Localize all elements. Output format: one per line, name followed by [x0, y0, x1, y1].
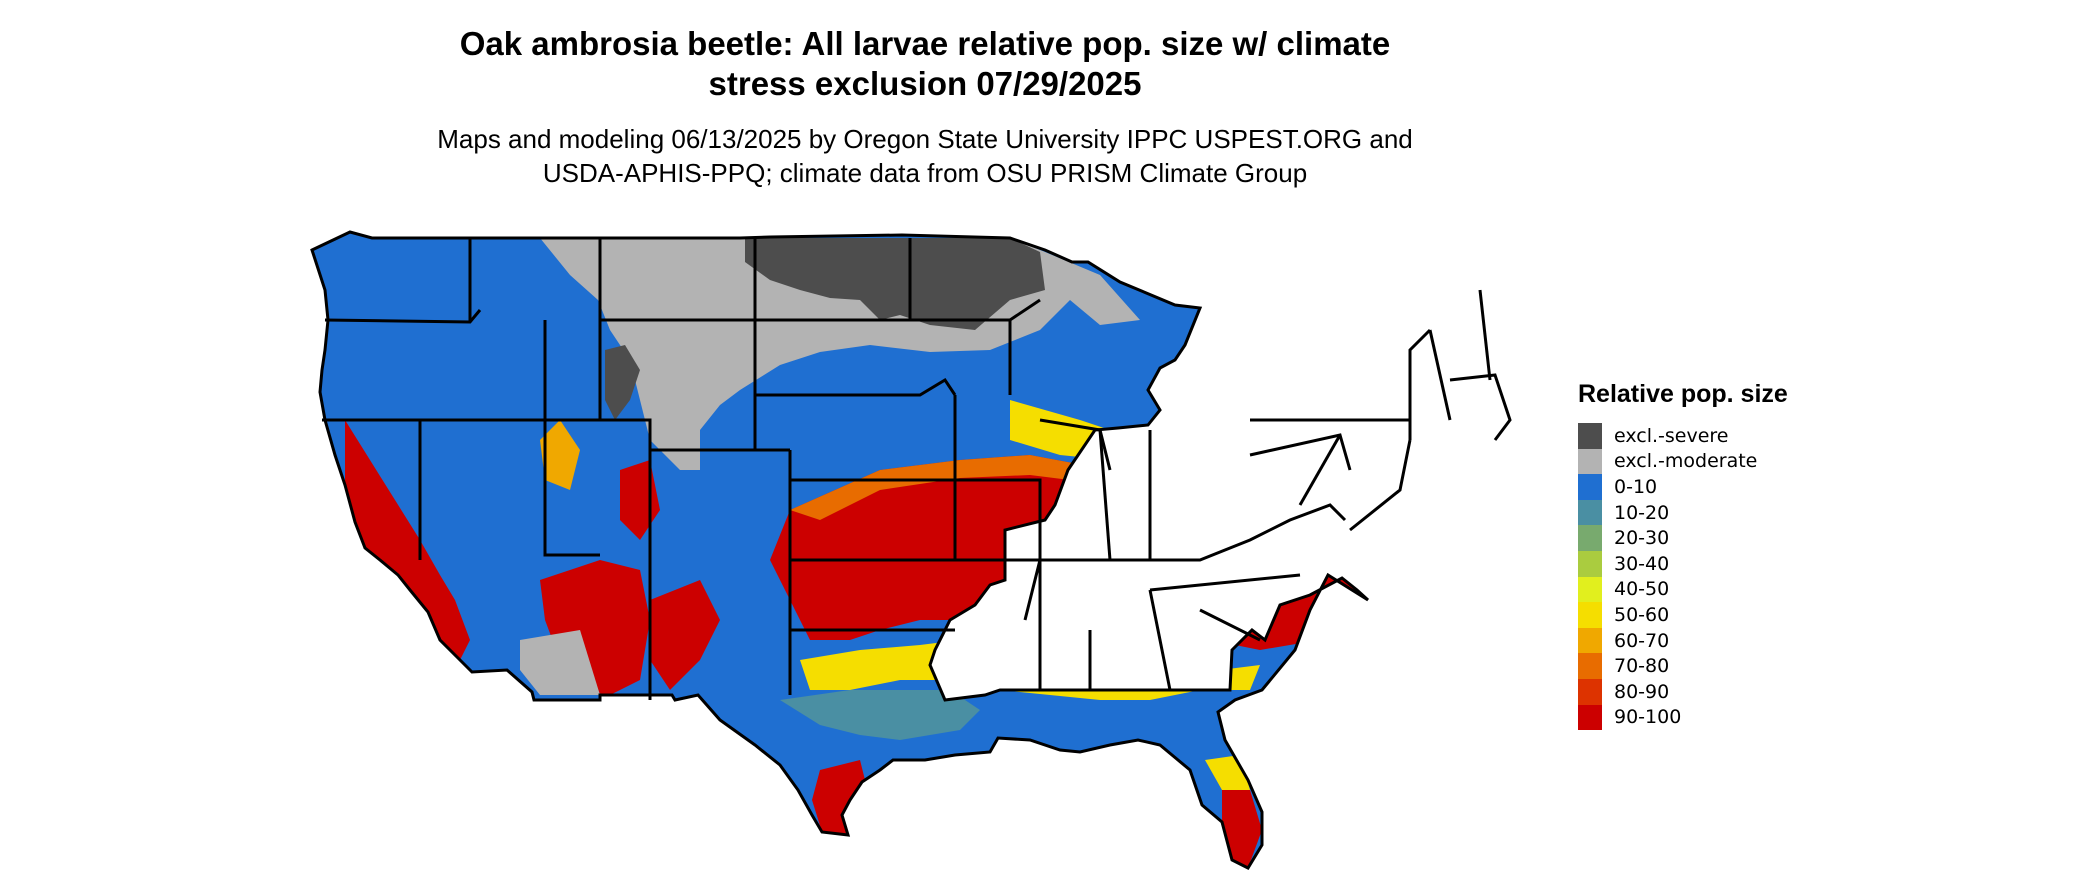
legend-item: 50-60	[1578, 602, 1788, 628]
legend-label: 40-50	[1614, 578, 1670, 601]
state-borders	[322, 238, 1512, 700]
legend-swatch	[1578, 550, 1602, 577]
legend-swatch	[1578, 499, 1602, 526]
legend-swatch	[1578, 627, 1602, 654]
legend-label: 0-10	[1614, 475, 1658, 498]
legend-item: 90-100	[1578, 704, 1788, 731]
map-title: Oak ambrosia beetle: All larvae relative…	[0, 24, 1850, 104]
legend-swatch	[1578, 448, 1602, 475]
map-subtitle-line2: USDA-APHIS-PPQ; climate data from OSU PR…	[542, 158, 1308, 188]
legend-label: excl.-severe	[1614, 424, 1729, 447]
map-subtitle: Maps and modeling 06/13/2025 by Oregon S…	[0, 122, 1850, 190]
legend-items: excl.-severe excl.-moderate 0-10 10-20 20-30…	[1578, 423, 1788, 731]
legend-item: 20-30	[1578, 525, 1788, 551]
legend-swatch	[1578, 423, 1602, 449]
legend-item: 60-70	[1578, 627, 1788, 654]
legend-label: 10-20	[1614, 501, 1670, 524]
map-subtitle-line1: Maps and modeling 06/13/2025 by Oregon S…	[437, 124, 1413, 154]
legend-swatch	[1578, 525, 1602, 551]
legend-item: 30-40	[1578, 550, 1788, 577]
map-title-line2: stress exclusion 07/29/2025	[708, 65, 1142, 102]
map-title-line1: Oak ambrosia beetle: All larvae relative…	[459, 25, 1391, 62]
legend-swatch	[1578, 653, 1602, 679]
legend-label: excl.-moderate	[1614, 450, 1758, 473]
legend-label: 90-100	[1614, 706, 1682, 729]
legend-swatch	[1578, 704, 1602, 731]
legend-item: excl.-moderate	[1578, 448, 1788, 475]
legend-swatch	[1578, 678, 1602, 705]
legend-label: 30-40	[1614, 552, 1670, 575]
legend-label: 80-90	[1614, 680, 1670, 703]
legend-item: excl.-severe	[1578, 423, 1788, 449]
legend-item: 80-90	[1578, 678, 1788, 705]
legend-item: 10-20	[1578, 499, 1788, 526]
legend-swatch	[1578, 474, 1602, 500]
legend-item: 70-80	[1578, 653, 1788, 679]
legend-item: 0-10	[1578, 474, 1788, 500]
legend-label: 70-80	[1614, 655, 1670, 678]
legend-swatch	[1578, 602, 1602, 628]
legend-item: 40-50	[1578, 576, 1788, 603]
legend: Relative pop. size excl.-severe excl.-mod…	[1578, 380, 1788, 731]
legend-label: 60-70	[1614, 629, 1670, 652]
legend-label: 20-30	[1614, 527, 1670, 550]
legend-label: 50-60	[1614, 603, 1670, 626]
legend-title: Relative pop. size	[1578, 380, 1788, 408]
us-outline	[310, 230, 1370, 870]
legend-swatch	[1578, 576, 1602, 603]
